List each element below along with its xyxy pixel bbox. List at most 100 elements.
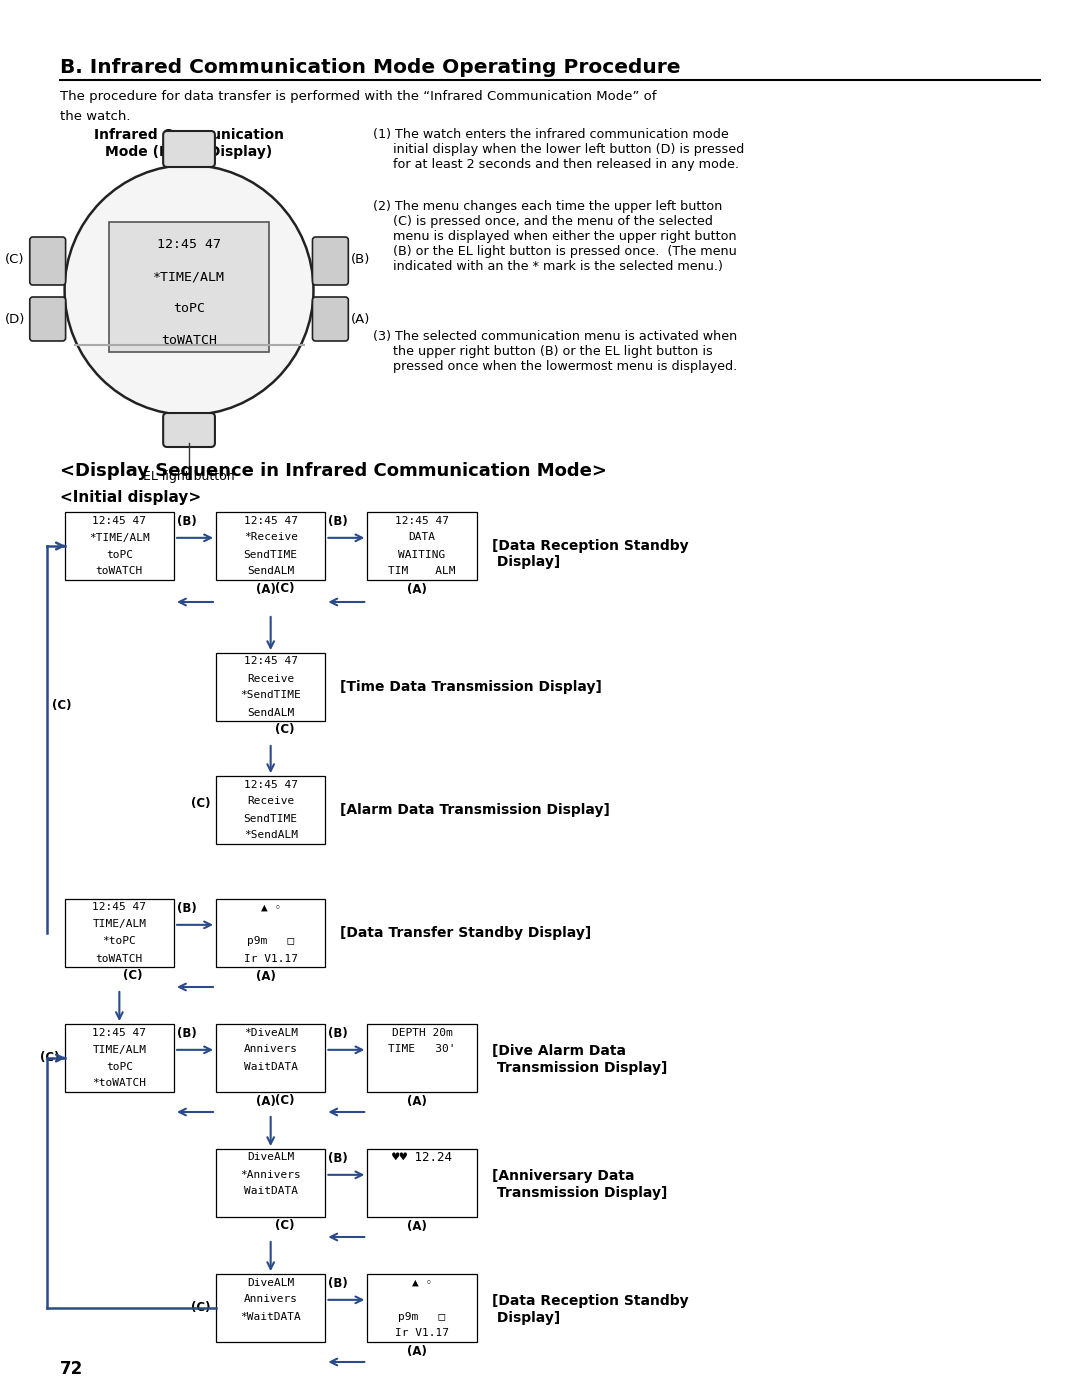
Bar xyxy=(216,900,325,967)
Text: *toWATCH: *toWATCH xyxy=(93,1078,147,1088)
Text: [Dive Alarm Data
 Transmission Display]: [Dive Alarm Data Transmission Display] xyxy=(491,1045,667,1074)
Bar xyxy=(216,511,325,579)
Text: 72: 72 xyxy=(59,1360,83,1378)
Text: (A): (A) xyxy=(256,584,275,596)
Text: (B): (B) xyxy=(328,1277,348,1290)
Text: Ir V1.17: Ir V1.17 xyxy=(244,954,298,963)
Text: *Annivers: *Annivers xyxy=(240,1170,301,1179)
Text: <Display Sequence in Infrared Communication Mode>: <Display Sequence in Infrared Communicat… xyxy=(59,462,607,480)
Bar xyxy=(367,1274,476,1342)
Text: 12:45 47: 12:45 47 xyxy=(93,902,147,912)
Text: (A): (A) xyxy=(351,313,370,327)
Text: (C): (C) xyxy=(123,969,143,983)
Text: 12:45 47: 12:45 47 xyxy=(93,516,147,525)
Text: WaitDATA: WaitDATA xyxy=(244,1062,298,1071)
Text: toWATCH: toWATCH xyxy=(161,334,217,348)
Text: 12:45 47: 12:45 47 xyxy=(244,516,298,525)
Text: (C): (C) xyxy=(40,1052,59,1064)
Bar xyxy=(367,1149,476,1217)
Text: [Data Transfer Standby Display]: [Data Transfer Standby Display] xyxy=(340,926,592,940)
Text: *SendTIME: *SendTIME xyxy=(240,690,301,700)
Bar xyxy=(216,653,325,721)
Text: TIME/ALM: TIME/ALM xyxy=(93,919,147,930)
Text: *Receive: *Receive xyxy=(244,532,298,542)
Bar xyxy=(65,511,174,579)
Text: Annivers: Annivers xyxy=(244,1045,298,1055)
Text: Ir V1.17: Ir V1.17 xyxy=(395,1329,449,1339)
FancyBboxPatch shape xyxy=(312,237,349,286)
Text: (A): (A) xyxy=(407,1220,427,1234)
Text: (C): (C) xyxy=(191,1301,211,1314)
Text: (1) The watch enters the infrared communication mode
     initial display when t: (1) The watch enters the infrared commun… xyxy=(374,128,744,170)
Text: (C): (C) xyxy=(274,723,294,736)
Text: toPC: toPC xyxy=(106,1062,133,1071)
Text: *WaitDATA: *WaitDATA xyxy=(240,1311,301,1321)
Text: SendALM: SendALM xyxy=(247,567,294,577)
Text: toPC: toPC xyxy=(173,302,205,316)
Text: toWATCH: toWATCH xyxy=(96,567,143,577)
Text: [Data Reception Standby
 Display]: [Data Reception Standby Display] xyxy=(491,539,688,570)
Text: *TIME/ALM: *TIME/ALM xyxy=(89,532,150,542)
Text: (3) The selected communication menu is activated when
     the upper right butto: (3) The selected communication menu is a… xyxy=(374,330,738,373)
Text: (2) The menu changes each time the upper left button
     (C) is pressed once, a: (2) The menu changes each time the upper… xyxy=(374,200,737,273)
Text: TIM    ALM: TIM ALM xyxy=(388,567,456,577)
Text: SendALM: SendALM xyxy=(247,707,294,718)
Text: DATA: DATA xyxy=(408,532,435,542)
Text: (B): (B) xyxy=(351,254,370,266)
Text: TIME   30': TIME 30' xyxy=(388,1045,456,1055)
FancyBboxPatch shape xyxy=(30,237,66,286)
Text: (C): (C) xyxy=(274,1220,294,1232)
Text: (A): (A) xyxy=(407,584,427,596)
Text: SendTIME: SendTIME xyxy=(244,549,298,560)
Bar xyxy=(65,1024,174,1092)
Text: DiveALM: DiveALM xyxy=(247,1153,294,1163)
Text: B. Infrared Communication Mode Operating Procedure: B. Infrared Communication Mode Operating… xyxy=(59,58,680,78)
Text: (A): (A) xyxy=(407,1095,427,1107)
Text: 12:45 47: 12:45 47 xyxy=(244,779,298,790)
Text: EL light button: EL light button xyxy=(144,470,234,482)
Text: WaitDATA: WaitDATA xyxy=(244,1186,298,1196)
Text: *SendALM: *SendALM xyxy=(244,830,298,840)
Text: (C): (C) xyxy=(191,797,211,809)
Text: ♥♥ 12.24: ♥♥ 12.24 xyxy=(392,1150,453,1164)
FancyBboxPatch shape xyxy=(163,132,215,166)
Text: WAITING: WAITING xyxy=(399,549,446,560)
Text: <Initial display>: <Initial display> xyxy=(59,491,201,505)
Text: p9m   □: p9m □ xyxy=(399,1311,446,1321)
Text: [Time Data Transmission Display]: [Time Data Transmission Display] xyxy=(340,681,603,694)
Text: 12:45 47: 12:45 47 xyxy=(157,238,221,251)
Text: *DiveALM: *DiveALM xyxy=(244,1027,298,1038)
Text: toWATCH: toWATCH xyxy=(96,954,143,963)
Text: (B): (B) xyxy=(177,902,197,915)
Text: Receive: Receive xyxy=(247,797,294,807)
Text: ▲ ◦: ▲ ◦ xyxy=(411,1278,432,1288)
Bar xyxy=(367,1024,476,1092)
Text: ▲ ◦: ▲ ◦ xyxy=(260,902,281,912)
Text: The procedure for data transfer is performed with the “Infrared Communication Mo: The procedure for data transfer is perfo… xyxy=(59,90,657,103)
Text: (A): (A) xyxy=(407,1344,427,1358)
FancyBboxPatch shape xyxy=(312,297,349,341)
Bar xyxy=(65,900,174,967)
Text: Receive: Receive xyxy=(247,674,294,683)
Bar xyxy=(367,511,476,579)
Text: 12:45 47: 12:45 47 xyxy=(93,1027,147,1038)
Text: DEPTH 20m: DEPTH 20m xyxy=(392,1027,453,1038)
Text: [Data Reception Standby
 Display]: [Data Reception Standby Display] xyxy=(491,1295,688,1325)
Bar xyxy=(109,222,269,352)
Text: (D): (D) xyxy=(4,313,25,327)
Text: (C): (C) xyxy=(5,254,25,266)
Text: p9m   □: p9m □ xyxy=(247,937,294,947)
Text: (C): (C) xyxy=(274,1094,294,1107)
Text: toPC: toPC xyxy=(106,549,133,560)
Text: (A): (A) xyxy=(256,970,275,983)
Bar xyxy=(216,776,325,844)
FancyBboxPatch shape xyxy=(30,297,66,341)
Text: (C): (C) xyxy=(52,699,71,711)
Text: Annivers: Annivers xyxy=(244,1295,298,1304)
Text: the watch.: the watch. xyxy=(59,109,130,123)
Text: (B): (B) xyxy=(328,1027,348,1040)
Text: Mode (Initial Display): Mode (Initial Display) xyxy=(106,146,272,159)
Text: SendTIME: SendTIME xyxy=(244,814,298,823)
Text: Infrared Communication: Infrared Communication xyxy=(94,128,284,141)
FancyBboxPatch shape xyxy=(163,413,215,448)
